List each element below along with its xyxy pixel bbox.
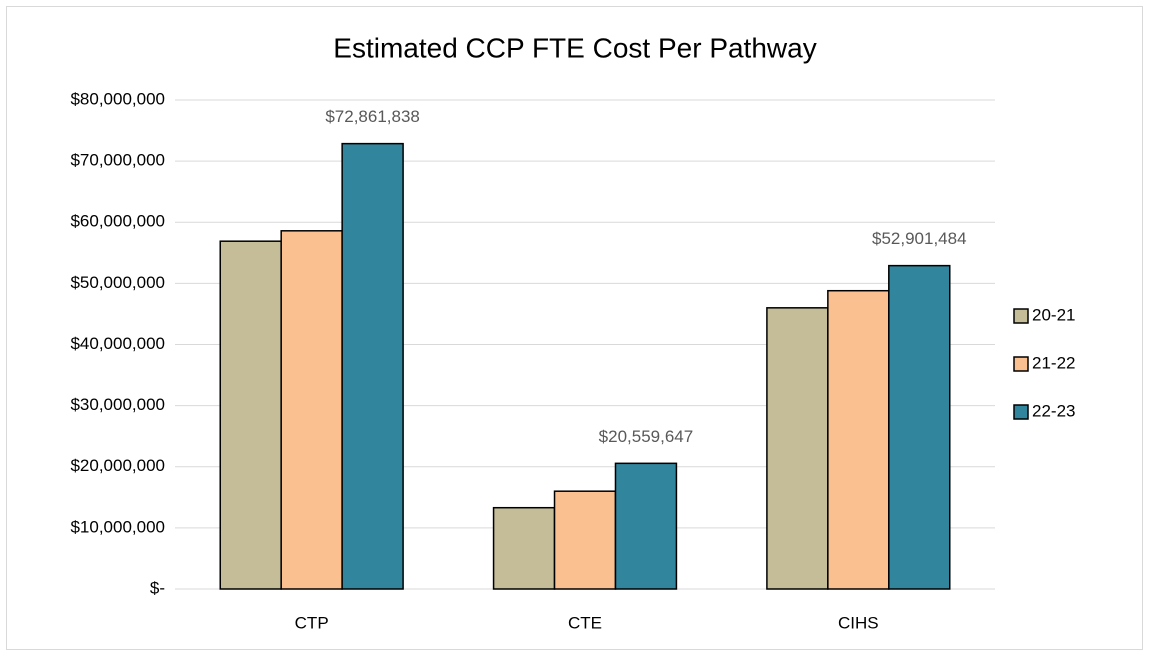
x-tick-label: CTE [568, 613, 602, 632]
y-tick-label: $20,000,000 [70, 456, 165, 475]
y-tick-label: $10,000,000 [70, 517, 165, 536]
bar [888, 264, 951, 590]
bar [827, 289, 890, 590]
legend-swatch [1013, 404, 1029, 420]
x-tick-label: CTP [295, 613, 329, 632]
bar [280, 230, 343, 590]
y-tick-label: $80,000,000 [70, 89, 165, 108]
legend-label: 22-23 [1032, 401, 1075, 420]
data-label: $52,901,484 [872, 229, 967, 248]
chart-title: Estimated CCP FTE Cost Per Pathway [333, 32, 816, 63]
data-label: $72,861,838 [325, 107, 420, 126]
y-tick-label: $50,000,000 [70, 273, 165, 292]
legend-swatch [1013, 308, 1029, 324]
y-tick-label: $40,000,000 [70, 334, 165, 353]
y-tick-label: $- [150, 578, 165, 597]
legend-label: 21-22 [1032, 353, 1075, 372]
bar [614, 462, 678, 590]
y-tick-label: $70,000,000 [70, 151, 165, 170]
bar [492, 506, 556, 590]
data-label: $20,559,647 [599, 427, 694, 446]
legend-label: 20-21 [1032, 305, 1075, 324]
bar [766, 307, 829, 590]
x-tick-label: CIHS [838, 613, 879, 632]
y-tick-label: $30,000,000 [70, 395, 165, 414]
y-tick-label: $60,000,000 [70, 212, 165, 231]
bar [219, 240, 282, 590]
bar [341, 142, 404, 590]
legend-swatch [1013, 356, 1029, 372]
bar [553, 490, 617, 590]
